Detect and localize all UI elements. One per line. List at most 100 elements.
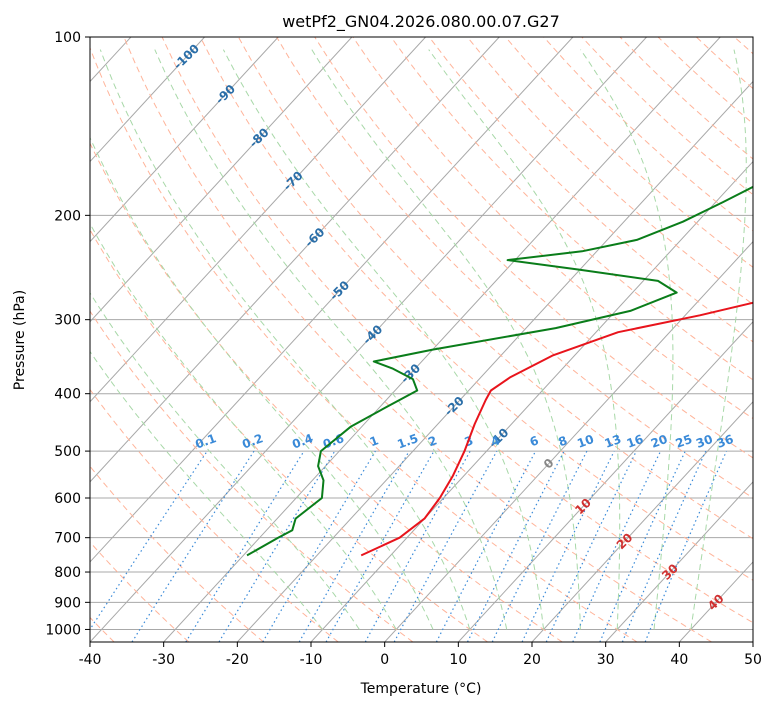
dry-adiabat-line: [581, 37, 753, 196]
chart-title: wetPf2_GN04.2026.080.00.07.G27: [282, 12, 560, 32]
isotherm-line: [678, 561, 753, 642]
isotherm-line: [752, 641, 753, 642]
isotherm-label: -100: [171, 41, 202, 72]
plot-frame: [89, 36, 754, 643]
dewpoint-profile-line: [246, 185, 753, 557]
y-tick-label: 700: [54, 531, 81, 547]
isotherm-label: -50: [327, 278, 352, 303]
mixing-ratio-label: 2: [426, 433, 439, 449]
mixing-ratio-label: 8: [556, 433, 569, 449]
dry-adiabat-line: [199, 37, 753, 581]
isotherm-line: [163, 37, 721, 642]
moist-adiabat-line: [222, 49, 544, 630]
isotherm-line: [0, 37, 57, 642]
moist-adiabat-line: [311, 49, 581, 630]
dry-adiabat-line: [90, 465, 264, 642]
x-tick-label: -40: [79, 652, 102, 668]
isotherm-line: [236, 80, 753, 642]
temperature-profile-line: [360, 301, 753, 557]
mixing-ratio-line: [185, 450, 305, 642]
mixing-ratio-line: [572, 450, 662, 642]
x-axis-ticks: -40 -30 -20 -10 0 10 20 30 40 50: [79, 642, 762, 668]
dry-adiabat-line: [543, 37, 753, 232]
moist-adiabat-line: [90, 350, 323, 630]
dry-adiabat-line: [237, 37, 753, 540]
isotherm-line: [90, 37, 426, 403]
x-tick-label: 30: [597, 652, 615, 668]
isotherm-label: -70: [280, 168, 305, 193]
isotherm-line: [90, 37, 574, 563]
mixing-ratio-label: 1.5: [395, 431, 420, 451]
dry-adiabat-line: [657, 37, 753, 125]
dry-adiabat-line: [428, 37, 753, 343]
y-tick-label: 400: [54, 387, 81, 403]
isotherm-label: -90: [213, 82, 238, 107]
mixing-ratio-label: 13: [603, 432, 623, 451]
x-tick-label: 20: [523, 652, 541, 668]
mixing-ratio-line: [131, 450, 255, 642]
dry-adiabat-line: [90, 228, 488, 642]
y-tick-label: 900: [54, 595, 81, 611]
x-tick-label: -30: [152, 652, 175, 668]
mixing-ratio-label: 0.2: [240, 431, 265, 451]
dry-adiabat-line: [123, 37, 712, 642]
dry-adiabat-line: [352, 37, 753, 420]
x-tick-label: 40: [670, 652, 688, 668]
moist-adiabat-line: [690, 49, 747, 630]
moist-adiabat-line: [99, 49, 471, 630]
mixing-ratio-line: [491, 450, 588, 642]
dry-adiabat-line: [314, 37, 753, 459]
mixing-ratio-label: 25: [674, 432, 694, 451]
x-tick-label: -10: [300, 652, 323, 668]
y-tick-label: 300: [54, 313, 81, 329]
dry-adiabat-line: [90, 142, 563, 642]
mixing-ratio-label: 30: [694, 432, 714, 451]
mixing-ratio-line: [90, 450, 208, 631]
dry-adiabat-line: [90, 541, 190, 642]
dry-adiabat-line: [90, 46, 638, 642]
moist-adiabat-line: [154, 49, 508, 630]
reference-lines: [0, 37, 753, 642]
mixing-ratio-line: [262, 450, 376, 642]
mixing-ratio-line: [545, 450, 637, 642]
dry-adiabat-line: [466, 37, 753, 305]
mixing-ratio-label: 1: [368, 433, 381, 449]
isotherm-line: [90, 37, 353, 323]
mixing-ratio-line: [218, 450, 336, 642]
y-tick-label: 1000: [45, 622, 81, 638]
dry-adiabat-line: [695, 37, 753, 90]
x-tick-label: 10: [449, 652, 467, 668]
moist-adiabat-line: [90, 222, 397, 630]
x-axis-title: Temperature (°C): [360, 681, 482, 697]
y-axis-title: Pressure (hPa): [12, 290, 28, 390]
mixing-ratio-line: [521, 450, 615, 642]
x-tick-label: 0: [380, 652, 389, 668]
isotherm-line: [90, 37, 205, 163]
moist-adiabat-line: [90, 291, 360, 630]
x-tick-label: -20: [226, 652, 249, 668]
isotherm-line: [384, 240, 753, 642]
mixing-ratio-label: 36: [715, 432, 735, 451]
isotherm-line: [90, 37, 500, 483]
dry-adiabat-line: [734, 37, 753, 55]
y-tick-label: 200: [54, 208, 81, 224]
y-tick-label: 600: [54, 491, 81, 507]
isotherm-line: [605, 481, 753, 642]
x-tick-label: 50: [744, 652, 762, 668]
mixing-ratio-line: [393, 450, 498, 642]
isotherm-label: -20: [442, 394, 467, 419]
dry-adiabat-line: [619, 37, 753, 160]
mixing-ratio-line: [599, 450, 686, 642]
dry-adiabat-line: [390, 37, 753, 381]
y-tick-label: 100: [54, 30, 81, 46]
moist-adiabat-line: [90, 136, 434, 630]
mixing-ratio-line: [466, 450, 565, 642]
dry-adiabat-line: [505, 37, 753, 268]
mixing-ratio-label: 10: [575, 432, 595, 451]
isotherm-label: -60: [302, 225, 327, 250]
dry-adiabat-line: [90, 388, 339, 642]
mixing-ratio-label: 0.1: [193, 431, 218, 451]
dry-adiabat-line: [276, 37, 753, 499]
moist-adiabat-line: [580, 49, 674, 630]
